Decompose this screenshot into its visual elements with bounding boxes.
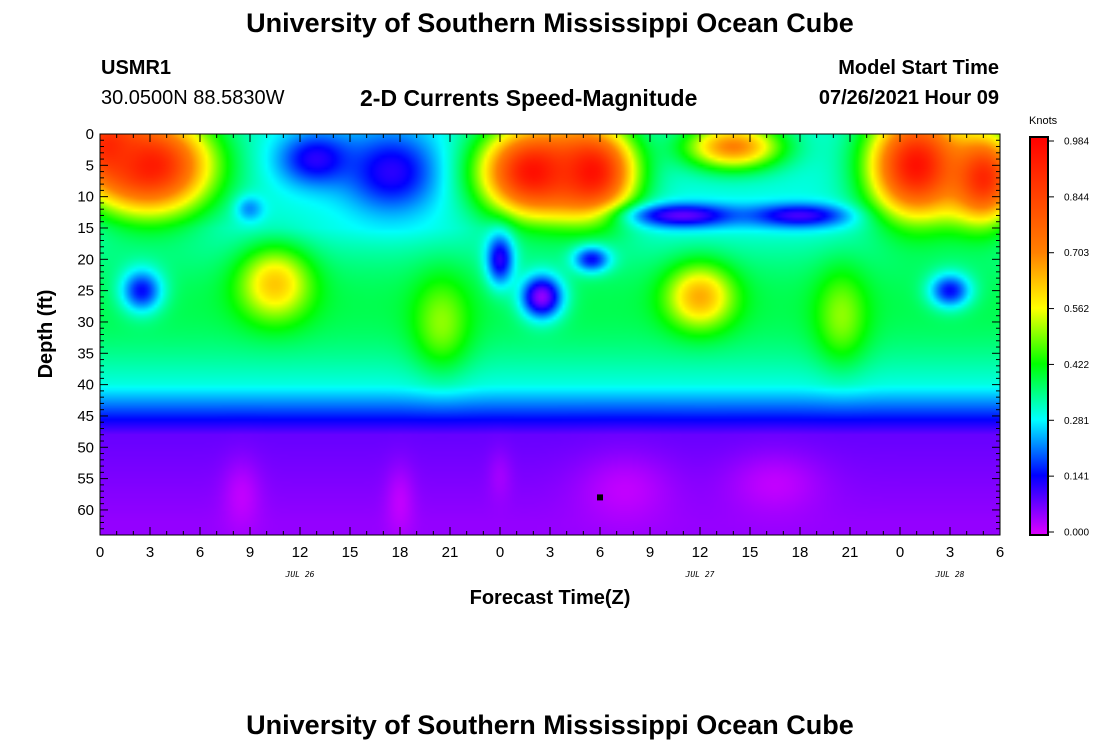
date-label: JUL 27 [685, 570, 715, 579]
y-tick-label: 20 [77, 251, 94, 268]
colorbar-tick-label: 0.844 [1064, 192, 1089, 203]
y-tick-label: 35 [77, 345, 94, 362]
chart-subtitle: 2-D Currents Speed-Magnitude [360, 85, 698, 111]
colorbar-tick-label: 0.422 [1064, 360, 1089, 371]
y-tick-label: 30 [77, 314, 94, 331]
x-tick-label: 15 [342, 544, 359, 561]
page-title-top: University of Southern Mississippi Ocean… [246, 8, 854, 38]
x-tick-label: 21 [842, 544, 859, 561]
x-tick-label: 9 [646, 544, 654, 561]
colorbar-tick-label: 0.141 [1064, 472, 1089, 483]
y-tick-label: 0 [86, 126, 94, 143]
y-tick-label: 15 [77, 220, 94, 237]
y-axis-title: Depth (ft) [35, 290, 57, 379]
x-axis-title: Forecast Time(Z) [470, 587, 631, 609]
x-tick-label: 0 [96, 544, 104, 561]
colorbar-tick-label: 0.000 [1064, 528, 1089, 539]
date-label: JUL 28 [935, 570, 965, 579]
y-tick-label: 25 [77, 283, 94, 300]
x-tick-label: 0 [496, 544, 504, 561]
x-tick-label: 3 [546, 544, 554, 561]
y-tick-label: 5 [86, 157, 94, 174]
model-start-label: Model Start Time [838, 57, 999, 79]
colorbar-tick-label: 0.281 [1064, 416, 1089, 427]
colorbar-tick-label: 0.703 [1064, 248, 1089, 259]
x-tick-label: 21 [442, 544, 459, 561]
date-label: JUL 26 [285, 570, 315, 579]
y-tick-label: 50 [77, 439, 94, 456]
page-title-bottom: University of Southern Mississippi Ocean… [246, 710, 854, 740]
y-tick-label: 40 [77, 377, 94, 394]
colorbar-tick-label: 0.562 [1064, 304, 1089, 315]
x-tick-label: 15 [742, 544, 759, 561]
x-tick-label: 12 [692, 544, 709, 561]
position-marker [597, 494, 603, 501]
y-tick-label: 55 [77, 471, 94, 488]
x-tick-label: 0 [896, 544, 904, 561]
x-tick-label: 3 [146, 544, 154, 561]
x-tick-label: 3 [946, 544, 954, 561]
x-tick-label: 12 [292, 544, 309, 561]
colorbar-unit: Knots [1029, 115, 1058, 127]
y-tick-label: 45 [77, 408, 94, 425]
x-tick-label: 18 [792, 544, 809, 561]
y-tick-label: 60 [77, 502, 94, 519]
colorbar-tick-label: 0.984 [1064, 137, 1089, 148]
colorbar [1029, 136, 1049, 536]
model-start-time: 07/26/2021 Hour 09 [818, 87, 999, 109]
y-tick-label: 10 [77, 189, 94, 206]
x-tick-label: 6 [596, 544, 604, 561]
heatmap-field [100, 134, 1000, 535]
x-tick-label: 18 [392, 544, 409, 561]
x-tick-label: 9 [246, 544, 254, 561]
station-coordinates: 30.0500N 88.5830W [101, 87, 285, 109]
x-tick-label: 6 [196, 544, 204, 561]
x-tick-label: 6 [996, 544, 1004, 561]
station-id: USMR1 [101, 57, 172, 79]
